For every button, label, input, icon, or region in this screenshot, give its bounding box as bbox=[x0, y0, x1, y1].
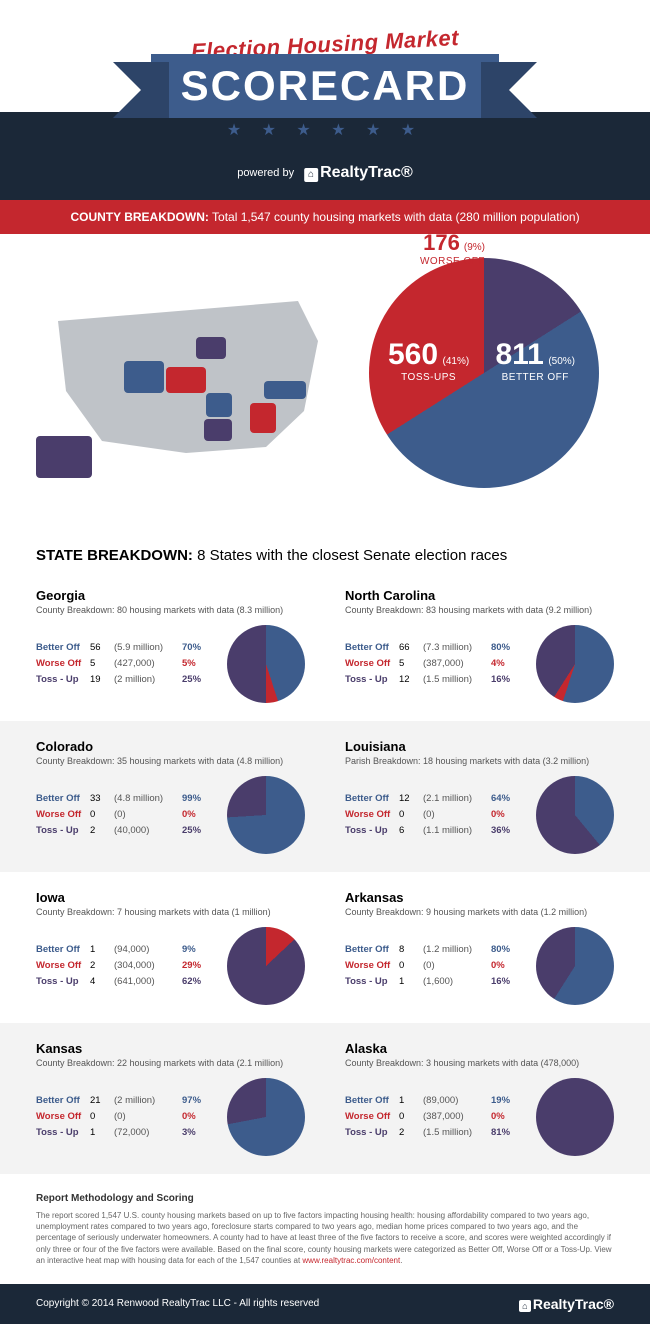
state-stats: Better Off56(5.9 million)70%Worse Off5(4… bbox=[36, 640, 213, 688]
house-icon: ⌂ bbox=[519, 1300, 531, 1312]
stars-icon: ★ ★ ★ ★ ★ ★ bbox=[80, 120, 570, 140]
summary-pie-wrap: 560 (41%) TOSS-UPS 811 (50%) BETTER OFF bbox=[354, 258, 599, 503]
powered-by: powered by ⌂RealtyTrac® bbox=[237, 164, 413, 182]
state-sub: County Breakdown: 83 housing markets wit… bbox=[345, 605, 614, 615]
state-name: Arkansas bbox=[345, 890, 614, 905]
tossups-label: 560 (41%) TOSS-UPS bbox=[388, 338, 469, 383]
methodology-heading: Report Methodology and Scoring bbox=[36, 1192, 614, 1206]
state-stats: Better Off1(94,000)9%Worse Off2(304,000)… bbox=[36, 942, 213, 990]
state-sub: County Breakdown: 7 housing markets with… bbox=[36, 907, 305, 917]
map-state-ar bbox=[206, 393, 232, 417]
state-name: Iowa bbox=[36, 890, 305, 905]
state-card: North Carolina County Breakdown: 83 hous… bbox=[325, 570, 650, 721]
state-name: Colorado bbox=[36, 739, 305, 754]
state-sub: County Breakdown: 80 housing markets wit… bbox=[36, 605, 305, 615]
state-card: Louisiana Parish Breakdown: 18 housing m… bbox=[325, 721, 650, 872]
state-sub: County Breakdown: 9 housing markets with… bbox=[345, 907, 614, 917]
summary-section: 560 (41%) TOSS-UPS 811 (50%) BETTER OFF … bbox=[0, 234, 650, 527]
title-big: SCORECARD bbox=[151, 54, 500, 118]
state-pie bbox=[536, 776, 614, 854]
state-card: Georgia County Breakdown: 80 housing mar… bbox=[0, 570, 325, 721]
state-sub: County Breakdown: 22 housing markets wit… bbox=[36, 1058, 305, 1068]
banner: Election Housing Market SCORECARD ★ ★ ★ … bbox=[80, 32, 570, 140]
state-name: Alaska bbox=[345, 1041, 614, 1056]
state-pie bbox=[227, 927, 305, 1005]
map-state-la bbox=[204, 419, 232, 441]
hero: Election Housing Market SCORECARD ★ ★ ★ … bbox=[0, 0, 650, 200]
realtytrac-logo: ⌂RealtyTrac® bbox=[304, 164, 413, 182]
map-state-nc bbox=[264, 381, 306, 399]
state-sub: Parish Breakdown: 18 housing markets wit… bbox=[345, 756, 614, 766]
map-state-ga bbox=[250, 403, 276, 433]
house-icon: ⌂ bbox=[304, 168, 318, 182]
state-card: Iowa County Breakdown: 7 housing markets… bbox=[0, 872, 325, 1023]
map-state-ak bbox=[36, 436, 92, 478]
state-stats: Better Off8(1.2 million)80%Worse Off0(0)… bbox=[345, 942, 522, 990]
state-stats: Better Off1(89,000)19%Worse Off0(387,000… bbox=[345, 1093, 522, 1141]
state-card: Kansas County Breakdown: 22 housing mark… bbox=[0, 1023, 325, 1174]
us-map bbox=[36, 281, 336, 481]
state-pie bbox=[536, 625, 614, 703]
state-stats: Better Off21(2 million)97%Worse Off0(0)0… bbox=[36, 1093, 213, 1141]
state-card: Arkansas County Breakdown: 9 housing mar… bbox=[325, 872, 650, 1023]
state-name: North Carolina bbox=[345, 588, 614, 603]
state-pie bbox=[227, 625, 305, 703]
footer-logo: ⌂RealtyTrac® bbox=[519, 1296, 614, 1312]
betteroff-label: 811 (50%) BETTER OFF bbox=[495, 338, 575, 383]
state-name: Kansas bbox=[36, 1041, 305, 1056]
state-stats: Better Off33(4.8 million)99%Worse Off0(0… bbox=[36, 791, 213, 839]
worseoff-label: 176(9%) WORSE OFF bbox=[420, 230, 485, 267]
infographic-page: Election Housing Market SCORECARD ★ ★ ★ … bbox=[0, 0, 650, 1324]
methodology: Report Methodology and Scoring The repor… bbox=[0, 1174, 650, 1284]
state-sub: County Breakdown: 3 housing markets with… bbox=[345, 1058, 614, 1068]
county-breakdown-band: COUNTY BREAKDOWN: Total 1,547 county hou… bbox=[0, 200, 650, 234]
state-card: Colorado County Breakdown: 35 housing ma… bbox=[0, 721, 325, 872]
state-grid: Georgia County Breakdown: 80 housing mar… bbox=[0, 570, 650, 1174]
state-breakdown-heading: STATE BREAKDOWN: 8 States with the close… bbox=[0, 547, 650, 564]
state-pie bbox=[536, 927, 614, 1005]
footer: Copyright © 2014 Renwood RealtyTrac LLC … bbox=[0, 1284, 650, 1324]
state-pie bbox=[227, 776, 305, 854]
methodology-link[interactable]: www.realtytrac.com/content bbox=[302, 1256, 400, 1265]
state-name: Georgia bbox=[36, 588, 305, 603]
state-pie bbox=[536, 1078, 614, 1156]
map-state-co bbox=[124, 361, 164, 393]
state-stats: Better Off66(7.3 million)80%Worse Off5(3… bbox=[345, 640, 522, 688]
map-state-ia bbox=[196, 337, 226, 359]
state-card: Alaska County Breakdown: 3 housing marke… bbox=[325, 1023, 650, 1174]
state-name: Louisiana bbox=[345, 739, 614, 754]
state-sub: County Breakdown: 35 housing markets wit… bbox=[36, 756, 305, 766]
copyright: Copyright © 2014 Renwood RealtyTrac LLC … bbox=[36, 1298, 319, 1309]
map-state-ks bbox=[166, 367, 206, 393]
state-pie bbox=[227, 1078, 305, 1156]
state-stats: Better Off12(2.1 million)64%Worse Off0(0… bbox=[345, 791, 522, 839]
